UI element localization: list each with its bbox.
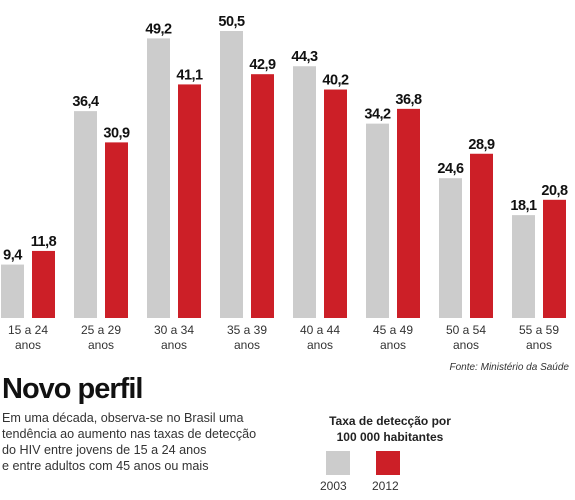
legend-title-line2: 100 000 habitantes xyxy=(336,430,444,444)
legend-title: Taxa de detecção por 100 000 habitantes xyxy=(310,413,470,445)
description-line: e entre adultos com 45 anos ou mais xyxy=(2,459,209,473)
chart-title: Novo perfil xyxy=(2,373,143,405)
description-line: tendência ao aumento nas taxas de detecç… xyxy=(2,427,257,441)
bar-2012-5 xyxy=(397,108,420,318)
value-label-2012-2: 41,1 xyxy=(176,67,203,83)
bar-2012-4 xyxy=(324,89,347,318)
category-unit-label-7: anos xyxy=(526,338,552,352)
legend-swatch-2003 xyxy=(326,451,350,475)
bar-2003-1 xyxy=(74,111,97,318)
bar-2003-4 xyxy=(293,66,316,318)
value-label-2012-6: 28,9 xyxy=(468,137,495,153)
value-label-2003-4: 44,3 xyxy=(291,49,318,65)
bar-2003-0 xyxy=(1,264,24,318)
category-unit-label-6: anos xyxy=(453,338,479,352)
bar-2003-2 xyxy=(147,38,170,318)
bar-2012-0 xyxy=(32,250,55,318)
bar-2012-1 xyxy=(105,142,128,318)
value-label-2003-6: 24,6 xyxy=(437,161,464,177)
bar-2012-7 xyxy=(543,199,566,318)
category-unit-label-0: anos xyxy=(15,338,41,352)
value-label-2012-4: 40,2 xyxy=(322,73,349,89)
category-label-7: 55 a 59 xyxy=(519,323,559,337)
value-label-2003-3: 50,5 xyxy=(218,14,245,30)
category-label-5: 45 a 49 xyxy=(373,323,413,337)
value-label-2003-2: 49,2 xyxy=(145,21,172,37)
category-label-0: 15 a 24 xyxy=(8,323,48,337)
category-label-6: 50 a 54 xyxy=(446,323,486,337)
bar-2003-3 xyxy=(220,31,243,318)
category-label-1: 25 a 29 xyxy=(81,323,121,337)
value-label-2003-7: 18,1 xyxy=(510,198,537,214)
bar-2012-2 xyxy=(178,84,201,318)
bar-2012-6 xyxy=(470,153,493,318)
category-label-2: 30 a 34 xyxy=(154,323,194,337)
description-line: Em uma década, observa-se no Brasil uma xyxy=(2,411,244,425)
value-label-2003-1: 36,4 xyxy=(72,94,99,110)
legend-label-2012: 2012 xyxy=(372,479,399,493)
value-label-2012-7: 20,8 xyxy=(541,183,568,199)
category-unit-label-3: anos xyxy=(234,338,260,352)
category-unit-label-2: anos xyxy=(161,338,187,352)
bar-2003-5 xyxy=(366,123,389,318)
category-label-4: 40 a 44 xyxy=(300,323,340,337)
category-unit-label-4: anos xyxy=(307,338,333,352)
legend-swatch-2012 xyxy=(376,451,400,475)
legend-label-2003: 2003 xyxy=(320,479,347,493)
value-label-2012-5: 36,8 xyxy=(395,92,422,108)
bar-2003-7 xyxy=(512,215,535,318)
description: Em uma década, observa-se no Brasil uma … xyxy=(2,410,292,474)
value-label-2012-3: 42,9 xyxy=(249,57,276,73)
value-label-2012-0: 11,8 xyxy=(31,234,57,250)
bar-2003-6 xyxy=(439,178,462,318)
value-label-2003-0: 9,4 xyxy=(3,248,22,264)
category-unit-label-5: anos xyxy=(380,338,406,352)
description-line: do HIV entre jovens de 15 a 24 anos xyxy=(2,443,207,457)
legend-title-line1: Taxa de detecção por xyxy=(329,414,451,428)
value-label-2012-1: 30,9 xyxy=(103,125,130,141)
value-label-2003-5: 34,2 xyxy=(364,107,391,123)
source-note: Fonte: Ministério da Saúde xyxy=(449,362,569,373)
category-unit-label-1: anos xyxy=(88,338,114,352)
category-label-3: 35 a 39 xyxy=(227,323,267,337)
bar-2012-3 xyxy=(251,74,274,318)
